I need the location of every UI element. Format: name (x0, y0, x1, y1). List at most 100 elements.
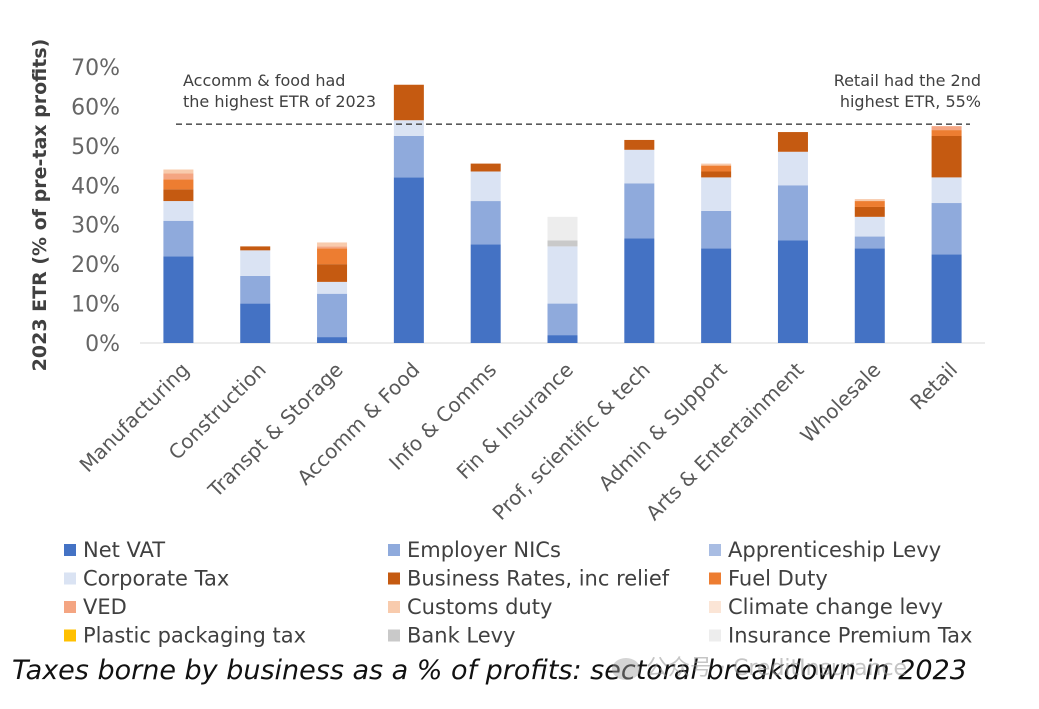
bar-segment-fuel-duty (931, 130, 962, 136)
y-tick-label: 0% (85, 332, 120, 357)
bar-segment-employer-nics (777, 185, 808, 241)
bar-segment-net-vat (240, 303, 271, 343)
annotation-accomm: Accomm & food had (183, 71, 345, 90)
y-tick-label: 40% (71, 174, 120, 199)
legend-label: Fuel Duty (728, 567, 828, 591)
legend-label: Apprenticeship Levy (728, 538, 941, 562)
bar-segment-business-rates-inc-relief (701, 171, 732, 178)
bar-segment-employer-nics (163, 220, 194, 257)
legend-label: Plastic packaging tax (83, 624, 306, 648)
annotation-retail: highest ETR, 55% (840, 92, 981, 111)
bar-segment-net-vat (777, 240, 808, 343)
annotation-retail: Retail had the 2nd (834, 71, 981, 90)
bar-segment-corporate-tax (317, 281, 348, 294)
legend-label: Employer NICs (407, 538, 561, 562)
y-tick-label: 30% (71, 214, 120, 239)
y-tick-label: 10% (71, 293, 120, 318)
y-tick-label: 50% (71, 135, 120, 160)
bar-segment-net-vat (547, 335, 578, 343)
annotation-accomm: the highest ETR of 2023 (183, 92, 376, 111)
bar-segment-business-rates-inc-relief (777, 132, 808, 152)
legend-label: VED (83, 595, 127, 619)
wechat-icon (612, 658, 640, 680)
bar-segment-corporate-tax (931, 177, 962, 204)
bar-segment-customs-duty (163, 169, 194, 174)
bar-segment-employer-nics (240, 275, 271, 304)
legend-swatch (64, 572, 76, 585)
bar-segment-business-rates-inc-relief (624, 139, 655, 150)
bar-segment-business-rates-inc-relief (931, 136, 962, 178)
watermark-text: 公众号 · CreditInsurance (646, 656, 908, 681)
bar-segment-net-vat (393, 177, 424, 343)
bar-segment-net-vat (317, 337, 348, 343)
bar-segment-net-vat (701, 248, 732, 343)
legend-swatch (388, 544, 400, 556)
bar-segment-corporate-tax (393, 120, 424, 136)
bar-segment-employer-nics (393, 136, 424, 178)
legend-swatch (709, 629, 721, 642)
bar-segment-corporate-tax (547, 246, 578, 304)
bar-segment-employer-nics (854, 236, 885, 249)
legend-swatch (709, 544, 721, 556)
bar-segment-employer-nics (701, 210, 732, 249)
bar-segment-employer-nics (931, 203, 962, 255)
y-tick-label: 70% (71, 56, 120, 81)
bar-segment-net-vat (163, 256, 194, 343)
legend-swatch (388, 572, 400, 585)
bar-segment-corporate-tax (701, 177, 732, 211)
bar-segment-fuel-duty (163, 179, 194, 190)
bar-segment-employer-nics (317, 293, 348, 338)
bar-segment-net-vat (624, 238, 655, 343)
legend-swatch (388, 629, 400, 642)
legend-swatch (64, 629, 76, 642)
bar-segment-corporate-tax (240, 250, 271, 276)
bar-segment-business-rates-inc-relief (854, 206, 885, 217)
bar-segment-business-rates-inc-relief (393, 84, 424, 121)
chart-caption: Taxes borne by business as a % of profit… (12, 655, 967, 686)
bar-segment-corporate-tax (854, 216, 885, 237)
legend-label: Climate change levy (728, 595, 943, 619)
bar-segment-corporate-tax (777, 151, 808, 186)
bar-segment-business-rates-inc-relief (470, 163, 501, 172)
legend-swatch (64, 601, 76, 613)
bar-segment-customs-duty (701, 163, 732, 166)
bar-segment-insurance-premium-tax (547, 216, 578, 241)
bar-segment-corporate-tax (470, 171, 501, 202)
bar-segment-ved (163, 173, 194, 180)
bar-segment-fuel-duty (701, 165, 732, 172)
legend-label: Bank Levy (407, 624, 516, 648)
y-tick-label: 20% (71, 253, 120, 278)
bar-segment-net-vat (931, 254, 962, 343)
x-category-label: Retail (905, 358, 962, 415)
watermark: 公众号 · CreditInsurance (612, 650, 907, 682)
legend-label: Corporate Tax (83, 567, 229, 591)
bar-segment-corporate-tax (163, 201, 194, 221)
bar-segment-business-rates-inc-relief (317, 264, 348, 282)
x-category-label: Arts & Entertainment (641, 357, 809, 525)
legend-label: Insurance Premium Tax (728, 624, 972, 648)
legend-swatch (709, 601, 721, 613)
bar-segment-corporate-tax (624, 149, 655, 184)
bar-segment-net-vat (854, 248, 885, 343)
bar-segment-customs-duty (317, 242, 348, 247)
legend-label: Business Rates, inc relief (407, 567, 670, 591)
bar-segment-business-rates-inc-relief (240, 246, 271, 251)
bar-segment-employer-nics (470, 201, 501, 245)
legend-label: Net VAT (83, 538, 165, 562)
bar-segment-ved (931, 126, 962, 131)
legend-swatch (388, 601, 400, 613)
bar-segment-employer-nics (624, 183, 655, 239)
bar-segment-ved (317, 246, 348, 249)
x-category-label: Admin & Support (594, 357, 732, 495)
bar-segment-fuel-duty (854, 201, 885, 207)
x-category-label: Wholesale (795, 358, 885, 448)
bar-segment-customs-duty (854, 199, 885, 202)
bar-segment-employer-nics (547, 303, 578, 336)
legend-swatch (64, 544, 76, 556)
bar-segment-net-vat (470, 244, 501, 343)
legend-label: Customs duty (407, 595, 552, 619)
y-tick-label: 60% (71, 95, 120, 120)
bar-segment-bank-levy (547, 240, 578, 247)
y-axis-title: 2023 ETR (% of pre-tax profits) (29, 39, 51, 372)
